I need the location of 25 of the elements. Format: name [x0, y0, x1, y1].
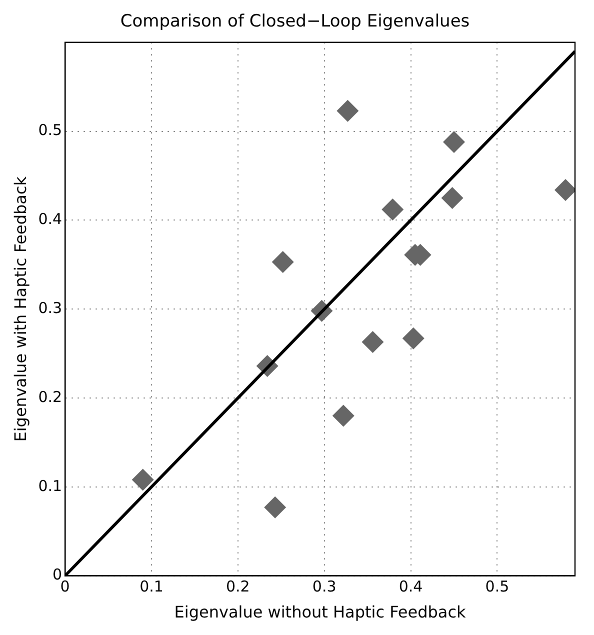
point — [442, 130, 465, 153]
point — [441, 186, 464, 209]
point — [336, 100, 359, 122]
point — [382, 198, 404, 221]
point — [362, 330, 384, 353]
point — [272, 250, 294, 273]
y-tick-label: 0.5 — [38, 121, 62, 140]
y-tick-label: 0.4 — [38, 210, 62, 228]
x-tick-label: 0.1 — [140, 578, 164, 596]
point — [132, 468, 154, 491]
point — [554, 178, 575, 201]
y-axis-title: Eigenvalue with Haptic Feedback — [10, 176, 30, 442]
chart-title: Comparison of Closed−Loop Eigenvalues — [120, 12, 470, 32]
point — [264, 496, 286, 518]
y-tick-label: 0.3 — [38, 298, 62, 317]
y-tick-label: 0.1 — [38, 476, 62, 495]
point — [402, 327, 424, 350]
x-tick-label: 0.4 — [398, 578, 423, 596]
point — [332, 404, 354, 427]
x-tick-label: 0.5 — [485, 578, 510, 596]
y-tick-label: 0.2 — [38, 388, 62, 406]
x-axis-title: Eigenvalue without Haptic Feedback — [174, 602, 467, 622]
x-tick-label: 0.2 — [226, 578, 250, 596]
x-tick-label: 0.3 — [312, 578, 336, 596]
y-tick-label: 0 — [52, 566, 62, 584]
